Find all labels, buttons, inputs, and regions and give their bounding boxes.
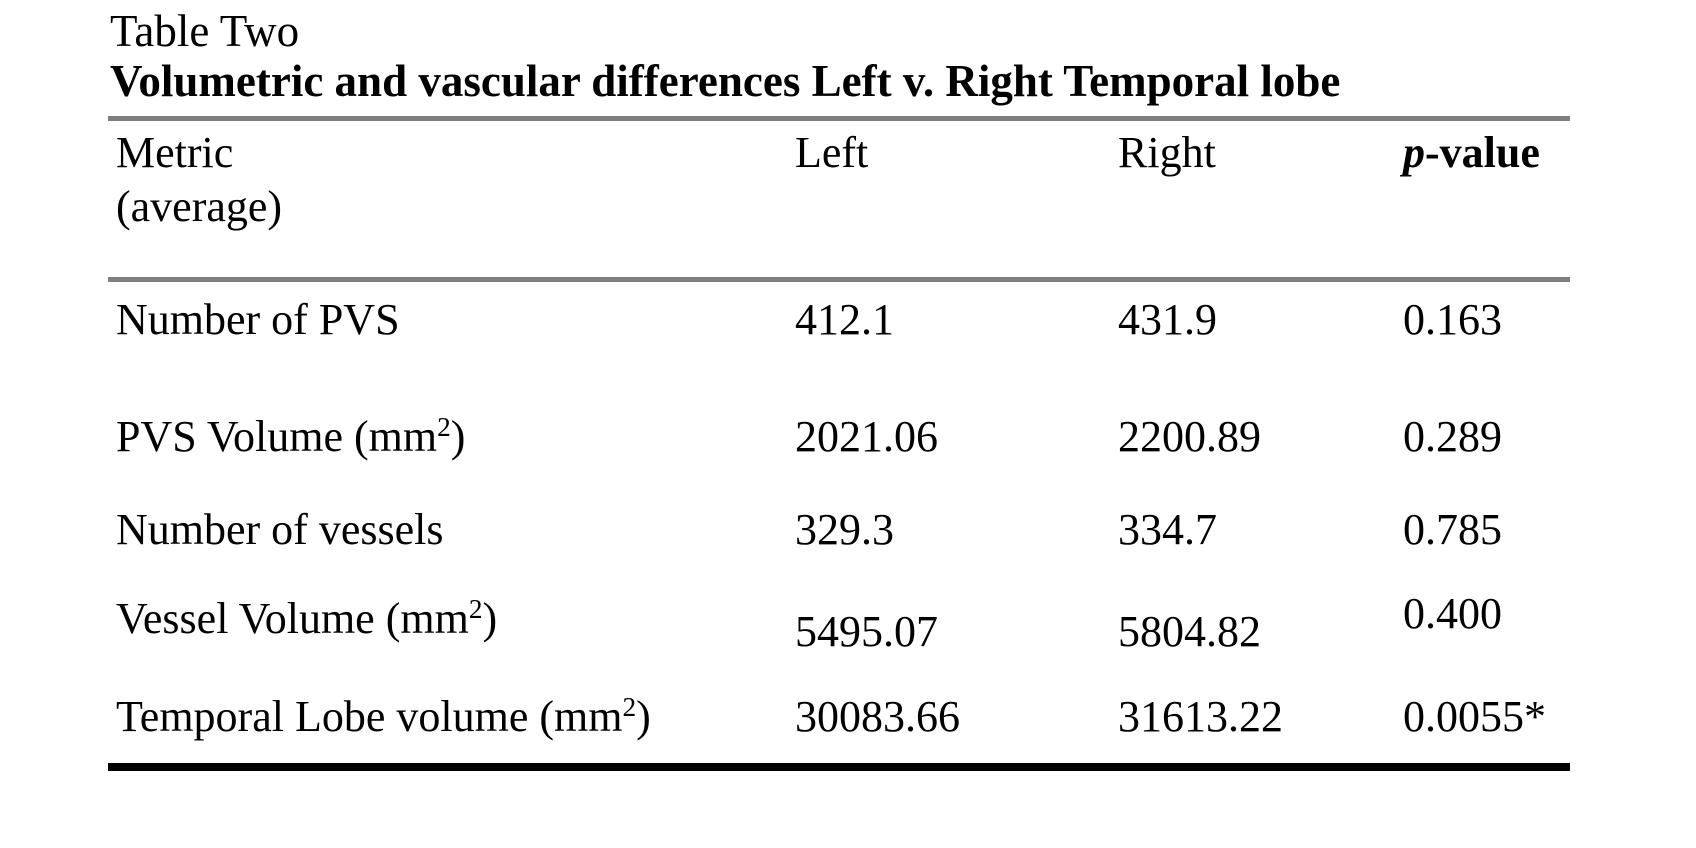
metric-label: Number of PVS: [116, 295, 400, 344]
right-value: 31613.22: [1118, 692, 1283, 741]
table-top-rule: [108, 116, 1570, 121]
column-header-pvalue: p-value: [1403, 126, 1570, 234]
table-header-row: Metric (average) Left Right p-value: [108, 126, 1570, 234]
right-value: 5804.82: [1118, 607, 1261, 656]
metric-label-suffix: ): [636, 692, 651, 741]
pvalue-rest: -value: [1425, 128, 1540, 177]
right-value: 431.9: [1118, 295, 1217, 344]
metric-cell: Vessel Volume (mm2): [116, 595, 795, 643]
table-label: Table Two: [110, 6, 300, 56]
metric-label: Vessel Volume (mm: [116, 594, 469, 643]
table-row: Number of PVS 412.1 431.9 0.163: [108, 296, 1570, 344]
left-value: 30083.66: [795, 692, 960, 741]
table-row: Number of vessels 329.3 334.7 0.785: [108, 506, 1570, 554]
right-value: 334.7: [1118, 505, 1217, 554]
right-value: 2200.89: [1118, 412, 1261, 461]
table-heading: Table Two Volumetric and vascular differ…: [110, 6, 1340, 106]
metric-cell: Temporal Lobe volume (mm2): [116, 693, 795, 741]
p-value: 0.289: [1403, 412, 1502, 461]
table-row: PVS Volume (mm2) 2021.06 2200.89 0.289: [108, 413, 1570, 461]
column-header-right: Right: [1118, 128, 1216, 177]
metric-label-suffix: ): [450, 412, 466, 461]
column-header-metric: Metric (average): [116, 126, 795, 234]
metric-superscript: 2: [468, 594, 483, 624]
metric-label: Temporal Lobe volume (mm: [116, 692, 623, 741]
left-value: 2021.06: [795, 412, 938, 461]
p-value: 0.400: [1403, 589, 1502, 638]
table-bottom-rule: [108, 763, 1570, 771]
table-title: Volumetric and vascular differences Left…: [110, 56, 1341, 106]
column-header-metric-line2: (average): [116, 182, 283, 231]
p-value: 0.163: [1403, 295, 1502, 344]
pvalue-italic-p: p: [1403, 128, 1425, 177]
table-header-divider-rule: [108, 277, 1570, 282]
p-value: 0.0055*: [1403, 692, 1546, 741]
table-two-block: Table Two Volumetric and vascular differ…: [108, 0, 1570, 848]
left-value: 412.1: [795, 295, 894, 344]
metric-cell: Number of vessels: [116, 506, 795, 554]
metric-superscript: 2: [437, 412, 451, 442]
p-value: 0.785: [1403, 505, 1502, 554]
column-header-left: Left: [795, 128, 869, 177]
metric-label: PVS Volume (mm: [116, 412, 438, 461]
left-value: 329.3: [795, 505, 894, 554]
metric-cell: PVS Volume (mm2): [116, 413, 795, 461]
metric-label-suffix: ): [482, 594, 498, 643]
metric-cell: Number of PVS: [116, 296, 795, 344]
column-header-metric-line1: Metric: [116, 128, 234, 177]
metric-label: Number of vessels: [116, 505, 444, 554]
table-row: Temporal Lobe volume (mm2) 30083.66 3161…: [108, 693, 1570, 741]
left-value: 5495.07: [795, 607, 938, 656]
metric-superscript: 2: [622, 692, 637, 722]
table-row: Vessel Volume (mm2) 5495.07 5804.82 0.40…: [108, 590, 1570, 656]
